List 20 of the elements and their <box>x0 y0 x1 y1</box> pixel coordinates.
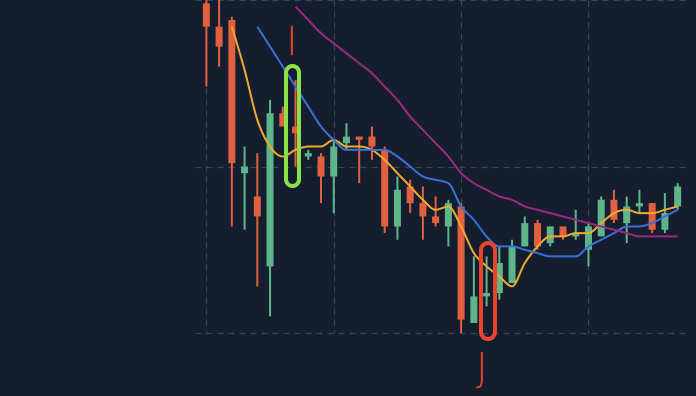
candlestick <box>406 178 414 214</box>
candlestick <box>674 182 682 211</box>
annotation: I <box>286 19 298 65</box>
candlestick <box>216 0 223 68</box>
candlestick <box>534 218 542 251</box>
candlestick <box>202 0 210 88</box>
candlestick <box>304 148 312 161</box>
candlestick <box>419 185 426 241</box>
candlestick <box>241 146 248 231</box>
candlestick <box>254 152 261 288</box>
candlestick <box>521 215 528 248</box>
candlestick <box>636 188 643 214</box>
candlestick <box>342 122 350 151</box>
candlestick <box>432 195 440 228</box>
candlestick <box>318 152 324 204</box>
candlestick <box>356 136 363 184</box>
candlestick <box>483 255 490 308</box>
text: J <box>476 345 488 391</box>
candlestick <box>444 198 452 248</box>
candlestick <box>368 126 376 161</box>
